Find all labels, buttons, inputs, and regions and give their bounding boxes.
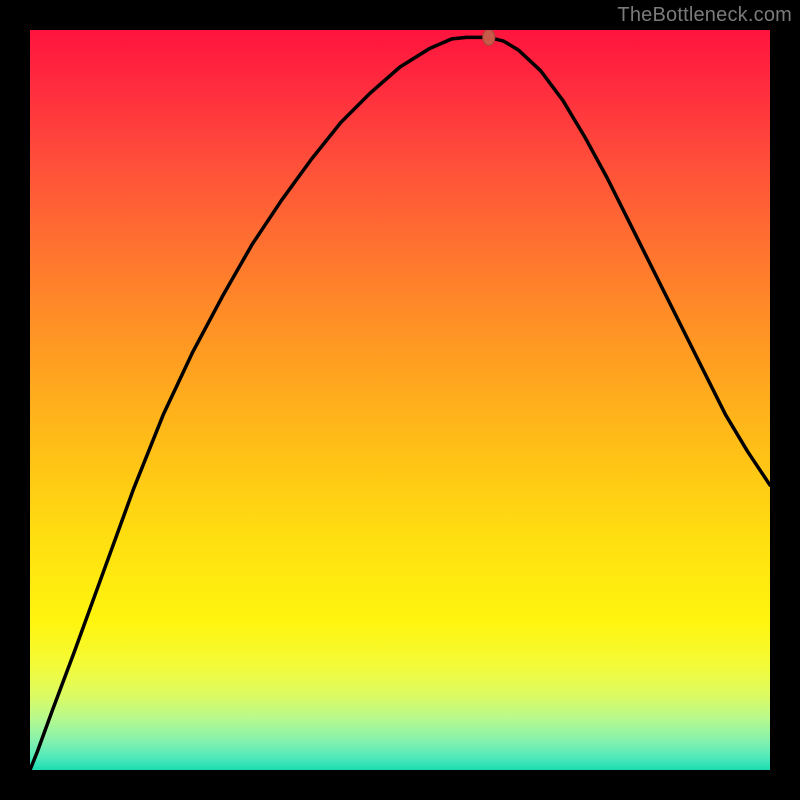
bottleneck-chart	[30, 30, 770, 770]
optimal-point-marker	[483, 30, 495, 45]
watermark-text: TheBottleneck.com	[617, 4, 792, 27]
gradient-background	[30, 30, 770, 770]
chart-frame: TheBottleneck.com	[0, 0, 800, 800]
